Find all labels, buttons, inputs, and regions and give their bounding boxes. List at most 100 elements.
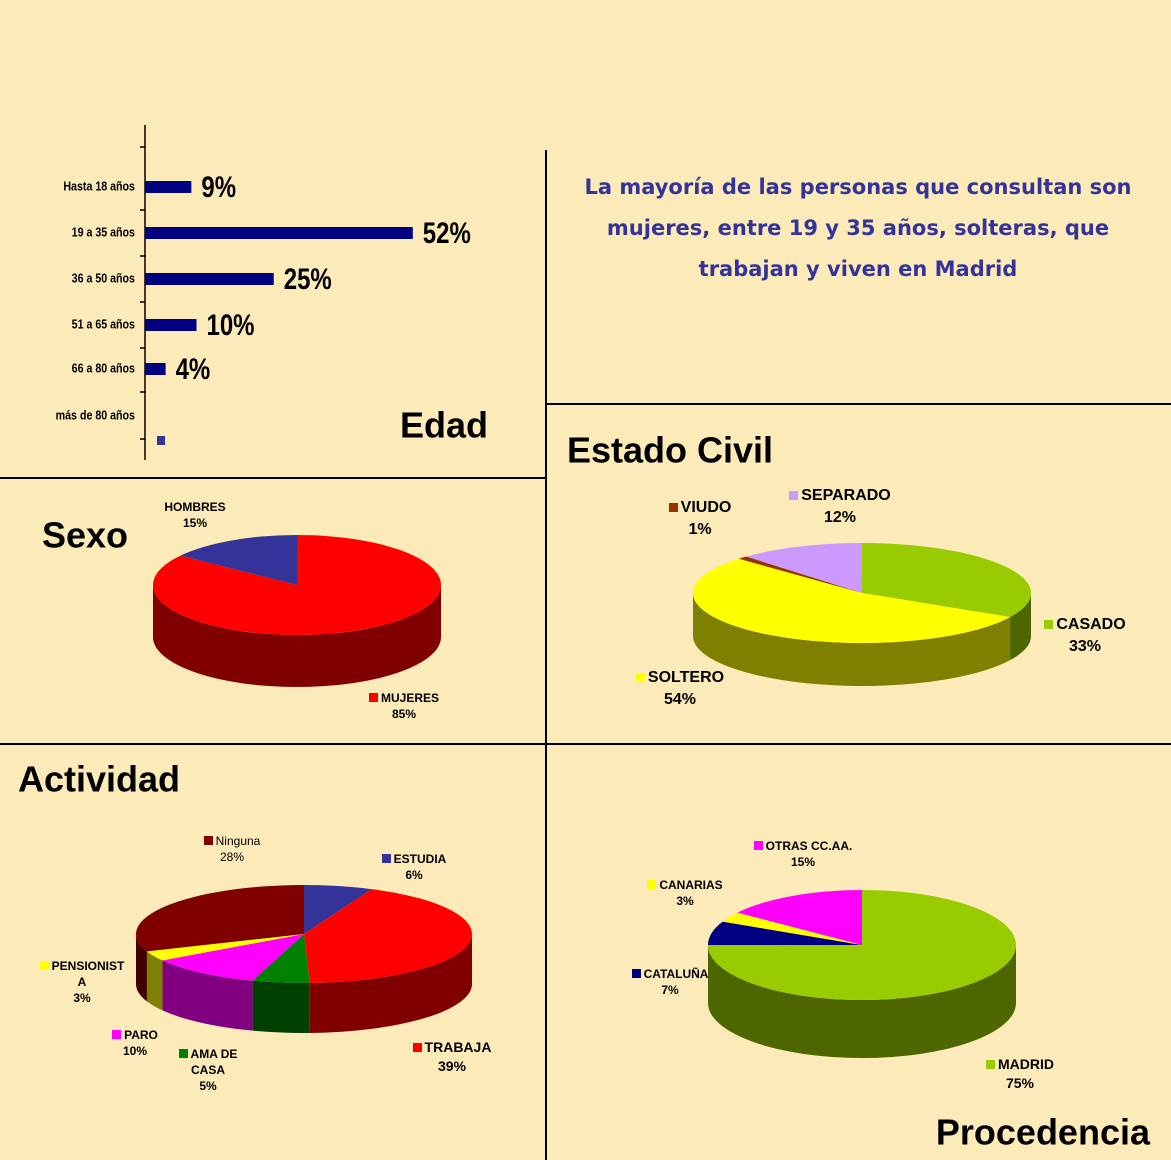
pie-side — [693, 593, 1011, 687]
pie-label: CASADO 33% — [1025, 614, 1145, 657]
statement: mujeres, entre 19 y 35 años, solteras, q… — [606, 216, 1110, 240]
category-label: AMA DE CASA — [190, 1047, 238, 1078]
pie-slice — [862, 543, 1031, 618]
category-label: SEPARADO — [801, 487, 891, 504]
value-label: 15% — [790, 855, 816, 870]
category-label: MUJERES — [380, 691, 439, 705]
value-label: 4% — [176, 351, 211, 385]
pie-slice — [252, 934, 310, 983]
value-label: 12% — [823, 508, 857, 526]
category-label: VIUDO — [680, 499, 732, 516]
legend-marker — [157, 436, 165, 445]
pie-side — [309, 934, 472, 1033]
category-label: más de 80 años — [56, 407, 136, 422]
pie-slice — [152, 535, 441, 635]
category-label: TRABAJA — [424, 1039, 492, 1055]
value-label: 15% — [182, 516, 208, 531]
pie-slice — [146, 934, 304, 961]
value-label: 6% — [405, 868, 423, 883]
pie-slice — [304, 885, 372, 934]
pie-label: MUJERES 85% — [344, 690, 464, 722]
pie-label: Ninguna 28% — [182, 833, 282, 865]
value-label: 85% — [391, 707, 417, 722]
category-label: CASADO — [1056, 616, 1126, 633]
legend-marker — [39, 961, 49, 970]
pie-label: TRABAJA 39% — [397, 1038, 507, 1076]
pie-label: HOMBRES 15% — [145, 499, 245, 531]
value-label: 25% — [284, 261, 332, 295]
bar — [145, 319, 197, 331]
value-label: 33% — [1068, 637, 1102, 655]
legend-marker — [368, 693, 378, 702]
value-label: 54% — [663, 690, 697, 708]
legend-marker — [986, 1060, 995, 1069]
pie-label: SEPARADO 12% — [770, 485, 910, 528]
category-label: OTRAS CC.AA. — [765, 839, 853, 853]
legend-marker — [753, 841, 763, 850]
category-label: 19 a 35 años — [72, 224, 136, 239]
statement: La mayoría de las personas que consultan… — [584, 175, 1132, 199]
category-label: PENSIONISTA — [51, 959, 125, 990]
pie-label: PENSIONISTA 3% — [36, 958, 128, 1007]
bar — [145, 181, 192, 193]
legend-marker — [635, 673, 645, 682]
pie-slice — [304, 889, 473, 983]
pie-slice — [162, 934, 304, 981]
category-label: SOLTERO — [647, 669, 725, 686]
pie-side — [136, 934, 147, 1002]
pie-side — [1010, 593, 1031, 661]
value-label: 5% — [199, 1079, 217, 1094]
pie-label: VIUDO 1% — [650, 497, 750, 540]
pie-label: MADRID 75% — [965, 1055, 1075, 1093]
value-label: 28% — [219, 850, 245, 865]
category-label: 36 a 50 años — [72, 270, 136, 285]
value-label: 3% — [676, 894, 694, 909]
pie-slice — [746, 543, 862, 593]
value-label: 52% — [423, 215, 471, 249]
legend-marker — [412, 1043, 422, 1052]
pie-side — [153, 585, 441, 687]
statement: trabajan y viven en Madrid — [698, 257, 1018, 281]
pie-label: ESTUDIA 6% — [364, 851, 464, 883]
pie-label: CANARIAS 3% — [630, 877, 740, 909]
pie-slice — [693, 558, 1011, 643]
pie-slice — [737, 890, 862, 945]
pie-side — [146, 951, 163, 1011]
value-label: 10% — [207, 307, 255, 341]
category-label: PARO — [124, 1028, 158, 1042]
category-label: CATALUÑA — [643, 967, 709, 981]
chart-title: Estado Civil — [567, 430, 773, 471]
category-label: MADRID — [998, 1056, 1054, 1072]
pie-label: CATALUÑA 7% — [615, 966, 725, 998]
pie-slice — [180, 535, 297, 585]
pie-label: AMA DE CASA 5% — [173, 1046, 243, 1095]
bar — [145, 273, 274, 285]
bar — [145, 363, 166, 375]
legend-marker — [381, 854, 391, 863]
pie-slice — [738, 556, 862, 593]
category-label: Ninguna — [215, 834, 261, 848]
chart-title: Actividad — [18, 759, 180, 800]
category-label: 66 a 80 años — [72, 360, 136, 375]
category-label: ESTUDIA — [393, 852, 447, 866]
category-label: 51 a 65 años — [72, 316, 136, 331]
chart-title: Procedencia — [936, 1112, 1151, 1153]
legend-marker — [203, 836, 213, 845]
value-label: 10% — [122, 1044, 148, 1059]
value-label: 7% — [661, 983, 679, 998]
value-label: 3% — [73, 991, 91, 1006]
category-label: CANARIAS — [659, 878, 723, 892]
pie-slice — [708, 921, 862, 945]
legend-marker — [178, 1049, 188, 1058]
chart-title: Sexo — [42, 515, 128, 556]
bar — [145, 227, 413, 239]
pie-side — [252, 980, 310, 1033]
legend-marker — [1044, 620, 1054, 629]
pie-label: SOLTERO 54% — [620, 667, 740, 710]
pie-slice — [135, 885, 304, 952]
value-label: 1% — [688, 520, 712, 538]
value-label: 39% — [437, 1057, 467, 1074]
category-label: HOMBRES — [164, 500, 226, 514]
pie-label: OTRAS CC.AA. 15% — [738, 838, 868, 870]
